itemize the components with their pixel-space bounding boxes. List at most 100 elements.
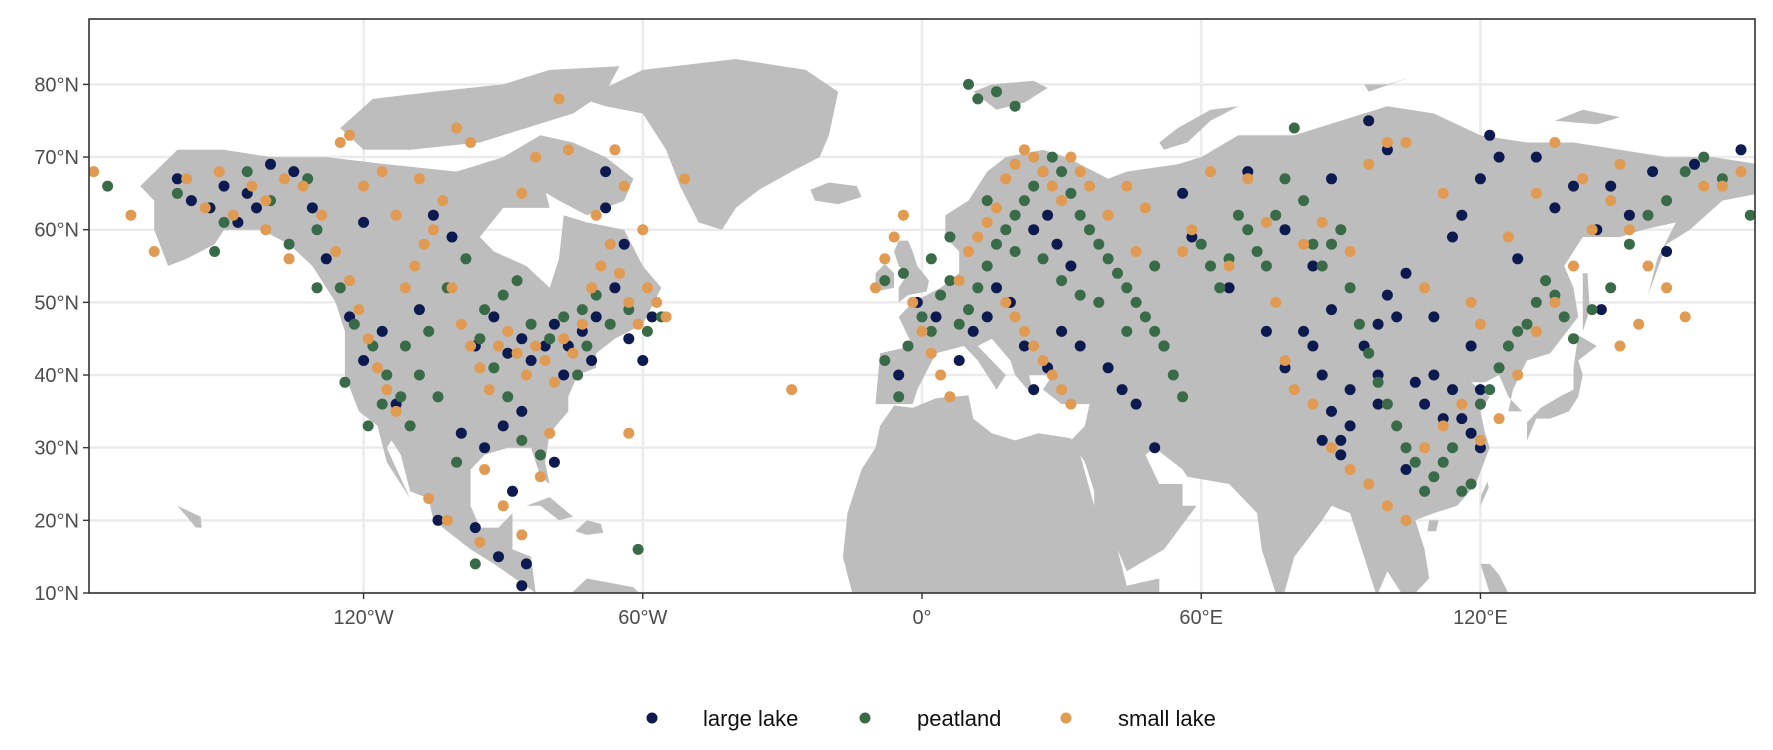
point-peatland	[1009, 246, 1021, 257]
point-peatland	[376, 398, 388, 410]
point-small-lake	[623, 427, 635, 439]
point-small-lake	[1046, 180, 1058, 192]
point-small-lake	[576, 318, 588, 330]
point-small-lake	[1270, 296, 1282, 308]
point-large-lake	[967, 325, 979, 337]
point-large-lake	[1549, 202, 1561, 214]
point-large-lake	[600, 202, 612, 214]
y-tick-label: 60°N	[34, 220, 79, 242]
point-small-lake	[493, 340, 504, 352]
land-new-siberian-islands	[1554, 109, 1620, 125]
point-large-lake	[618, 238, 630, 250]
point-small-lake	[1381, 500, 1393, 512]
point-peatland	[1074, 289, 1086, 301]
point-small-lake	[1614, 340, 1626, 352]
x-tick-label: 0°	[912, 607, 931, 629]
legend-key-peatland	[859, 712, 871, 724]
point-large-lake	[1605, 180, 1617, 192]
land-iceland	[810, 182, 862, 205]
point-peatland	[1335, 224, 1347, 236]
point-large-lake	[1456, 209, 1468, 221]
point-large-lake	[493, 551, 504, 563]
point-small-lake	[609, 144, 621, 156]
point-large-lake	[1456, 413, 1468, 425]
land-japan	[1527, 335, 1597, 441]
point-peatland	[1558, 311, 1570, 323]
point-large-lake	[1042, 209, 1054, 221]
point-small-lake	[446, 282, 458, 294]
point-large-lake	[1484, 129, 1496, 141]
point-small-lake	[344, 275, 356, 287]
point-peatland	[991, 238, 1002, 250]
point-small-lake	[1400, 137, 1412, 148]
land-arabian-red-sea-gap-fill	[1094, 491, 1118, 557]
point-small-lake	[89, 166, 100, 178]
point-large-lake	[320, 253, 332, 265]
point-small-lake	[148, 246, 160, 257]
point-peatland	[1288, 122, 1300, 134]
point-peatland	[1214, 282, 1226, 294]
point-large-lake	[171, 173, 183, 185]
point-peatland	[581, 340, 593, 352]
point-peatland	[1056, 166, 1068, 178]
land-sri-lanka	[1293, 608, 1303, 623]
point-peatland	[897, 267, 909, 279]
point-peatland	[497, 289, 509, 301]
point-peatland	[944, 231, 956, 243]
point-peatland	[479, 304, 491, 316]
point-large-lake	[1400, 464, 1412, 475]
point-small-lake	[879, 253, 891, 265]
point-small-lake	[1465, 296, 1477, 308]
point-peatland	[1028, 180, 1040, 192]
point-peatland	[1018, 195, 1030, 207]
point-small-lake	[1716, 180, 1728, 192]
point-small-lake	[991, 202, 1002, 214]
point-small-lake	[953, 275, 965, 287]
legend-key-small-lake	[1060, 712, 1072, 724]
point-large-lake	[1409, 376, 1421, 388]
point-small-lake	[1661, 282, 1673, 294]
point-small-lake	[390, 405, 402, 417]
point-peatland	[1195, 238, 1207, 250]
point-small-lake	[413, 173, 425, 185]
point-large-lake	[586, 355, 598, 366]
point-large-lake	[265, 158, 276, 170]
point-peatland	[1009, 209, 1021, 221]
point-peatland	[1661, 195, 1673, 207]
point-small-lake	[1474, 434, 1486, 446]
point-small-lake	[1326, 442, 1337, 454]
point-large-lake	[1595, 304, 1607, 316]
point-small-lake	[1474, 318, 1486, 330]
point-small-lake	[1549, 296, 1561, 308]
point-peatland	[981, 195, 993, 207]
point-large-lake	[637, 355, 649, 366]
point-peatland	[1437, 456, 1449, 468]
point-small-lake	[246, 180, 258, 192]
point-large-lake	[1474, 384, 1486, 396]
point-peatland	[534, 449, 546, 461]
point-large-lake	[1419, 398, 1431, 410]
point-peatland	[981, 260, 993, 272]
point-small-lake	[1605, 195, 1617, 207]
x-tick-label: 120°W	[333, 607, 393, 629]
point-peatland	[991, 86, 1002, 98]
point-large-lake	[427, 209, 439, 221]
point-small-lake	[1037, 355, 1049, 366]
point-peatland	[1121, 282, 1133, 294]
point-small-lake	[474, 362, 486, 374]
point-small-lake	[1419, 282, 1431, 294]
point-small-lake	[1344, 246, 1356, 257]
point-large-lake	[981, 311, 993, 323]
y-tick-label: 20°N	[34, 510, 79, 532]
point-small-lake	[451, 122, 463, 134]
point-small-lake	[1502, 231, 1514, 243]
point-peatland	[1232, 209, 1244, 221]
point-large-lake	[1307, 340, 1319, 352]
point-peatland	[1158, 340, 1170, 352]
point-peatland	[893, 391, 905, 403]
point-large-lake	[548, 456, 560, 468]
point-large-lake	[358, 355, 370, 366]
point-large-lake	[1102, 362, 1114, 374]
point-peatland	[432, 391, 444, 403]
point-peatland	[604, 318, 616, 330]
